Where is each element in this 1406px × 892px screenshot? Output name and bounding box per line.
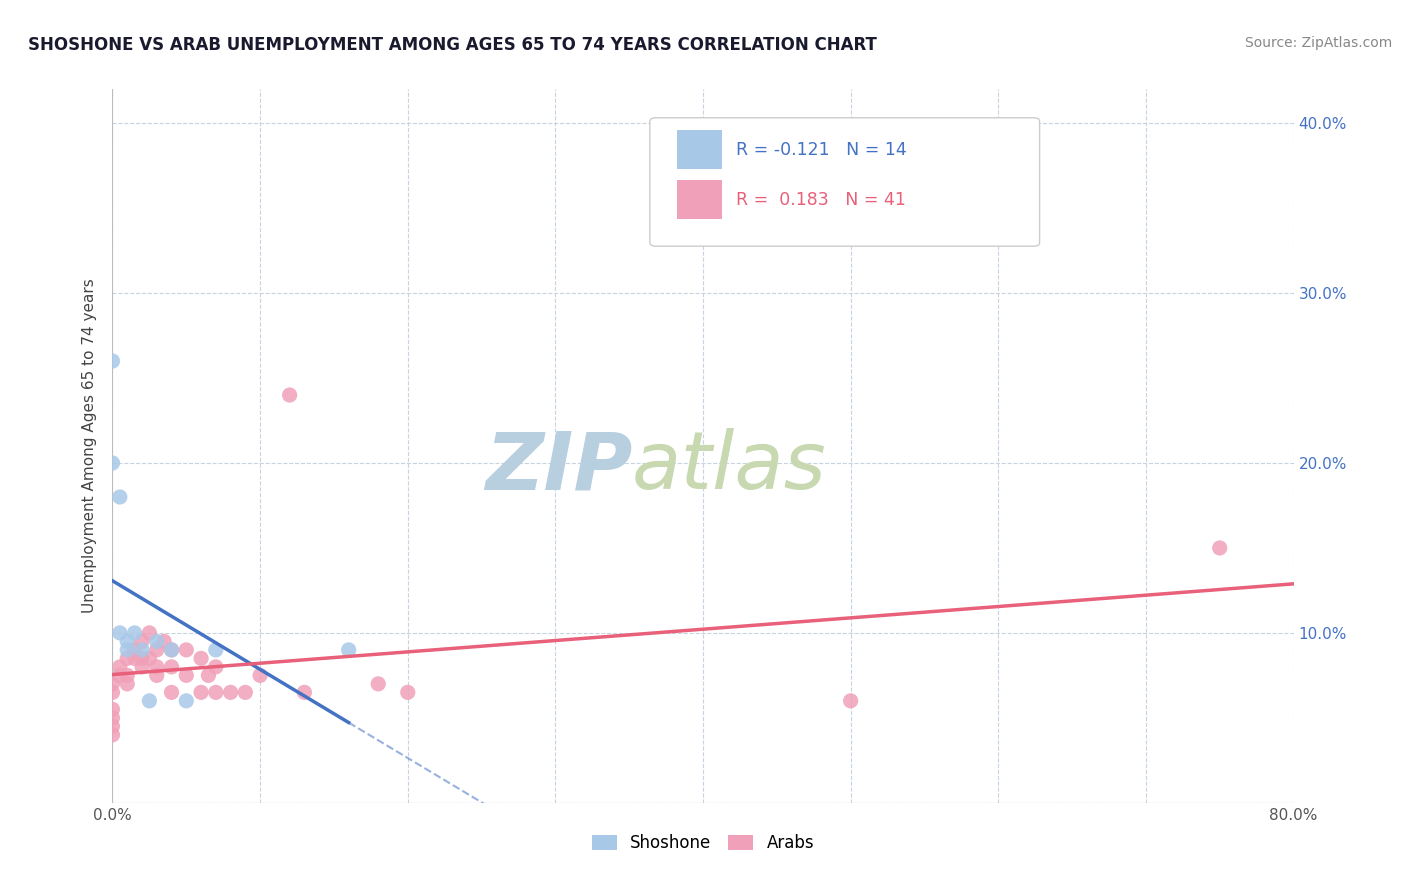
Point bbox=[131, 634, 153, 648]
Text: ZIP: ZIP bbox=[485, 428, 633, 507]
Point bbox=[160, 643, 183, 657]
Point bbox=[117, 651, 138, 665]
Point bbox=[219, 685, 242, 699]
Point bbox=[292, 685, 315, 699]
Point bbox=[101, 456, 124, 470]
Point bbox=[1208, 541, 1232, 555]
Text: R = -0.121   N = 14: R = -0.121 N = 14 bbox=[737, 141, 907, 159]
Text: atlas: atlas bbox=[633, 428, 827, 507]
Point bbox=[190, 651, 212, 665]
Point bbox=[174, 694, 197, 708]
Point bbox=[205, 660, 228, 674]
Point bbox=[233, 685, 256, 699]
Point bbox=[174, 643, 197, 657]
Point bbox=[367, 677, 389, 691]
FancyBboxPatch shape bbox=[678, 130, 721, 169]
Text: SHOSHONE VS ARAB UNEMPLOYMENT AMONG AGES 65 TO 74 YEARS CORRELATION CHART: SHOSHONE VS ARAB UNEMPLOYMENT AMONG AGES… bbox=[28, 36, 877, 54]
Point bbox=[205, 643, 228, 657]
Point bbox=[205, 685, 228, 699]
Point bbox=[839, 694, 862, 708]
Point bbox=[160, 643, 183, 657]
Point bbox=[190, 685, 212, 699]
Point bbox=[146, 660, 169, 674]
Text: R =  0.183   N = 41: R = 0.183 N = 41 bbox=[737, 191, 905, 209]
Point bbox=[278, 388, 301, 402]
Point bbox=[124, 643, 146, 657]
Point bbox=[108, 490, 131, 504]
Point bbox=[101, 728, 124, 742]
Point bbox=[117, 677, 138, 691]
Point bbox=[117, 668, 138, 682]
Point bbox=[197, 668, 219, 682]
Point bbox=[138, 626, 160, 640]
Point bbox=[337, 643, 360, 657]
Point bbox=[117, 634, 138, 648]
Point bbox=[146, 668, 169, 682]
Point bbox=[101, 354, 124, 368]
Point bbox=[146, 643, 169, 657]
Point bbox=[131, 651, 153, 665]
Point bbox=[160, 660, 183, 674]
Point bbox=[124, 626, 146, 640]
Point bbox=[101, 685, 124, 699]
Point bbox=[108, 668, 131, 682]
Legend: Shoshone, Arabs: Shoshone, Arabs bbox=[585, 828, 821, 859]
Point bbox=[174, 668, 197, 682]
Point bbox=[101, 711, 124, 725]
Point bbox=[138, 694, 160, 708]
FancyBboxPatch shape bbox=[678, 180, 721, 219]
Point bbox=[101, 677, 124, 691]
Point bbox=[160, 685, 183, 699]
Point bbox=[131, 660, 153, 674]
Point bbox=[131, 643, 153, 657]
Point bbox=[249, 668, 271, 682]
Point bbox=[124, 651, 146, 665]
Point bbox=[108, 660, 131, 674]
Point bbox=[101, 702, 124, 716]
Point bbox=[117, 643, 138, 657]
Y-axis label: Unemployment Among Ages 65 to 74 years: Unemployment Among Ages 65 to 74 years bbox=[82, 278, 97, 614]
Point bbox=[153, 634, 176, 648]
Point bbox=[101, 719, 124, 733]
Point bbox=[146, 634, 169, 648]
Point bbox=[138, 651, 160, 665]
FancyBboxPatch shape bbox=[650, 118, 1039, 246]
Text: Source: ZipAtlas.com: Source: ZipAtlas.com bbox=[1244, 36, 1392, 50]
Point bbox=[396, 685, 419, 699]
Point bbox=[108, 626, 131, 640]
